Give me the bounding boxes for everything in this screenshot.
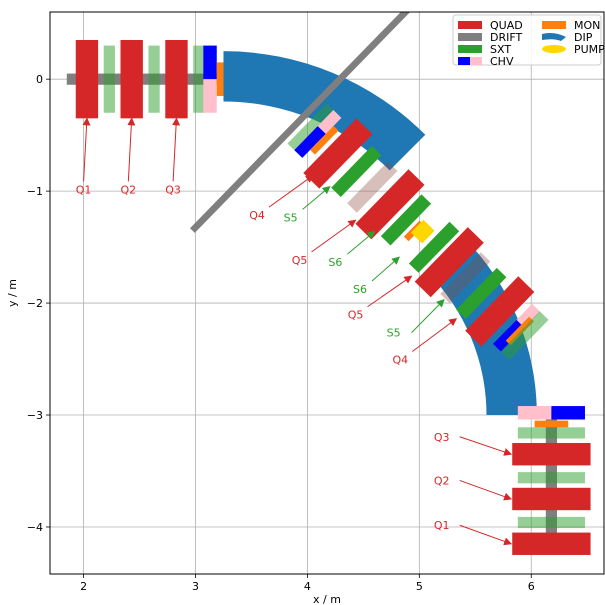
legend-label: CHV <box>490 55 514 68</box>
y-tick-label: −4 <box>27 521 43 534</box>
corrector <box>294 126 326 158</box>
annotation-label: S5 <box>387 327 401 340</box>
annotation-label: S6 <box>353 283 367 296</box>
legend-swatch <box>542 33 566 41</box>
legend-label: SXT <box>490 43 511 56</box>
sextupole <box>408 221 460 273</box>
annotation-label: Q4 <box>249 209 265 222</box>
axes-frame <box>49 11 605 575</box>
pump <box>410 219 435 244</box>
legend-label: DRIFT <box>490 31 522 44</box>
legend-swatch <box>542 45 566 53</box>
legend-label: DIP <box>574 31 593 44</box>
monitor <box>310 125 339 155</box>
annotation-arrow <box>127 117 136 182</box>
y-tick-label: 0 <box>36 73 43 86</box>
sextupole <box>148 45 160 113</box>
corrector <box>551 406 585 420</box>
sextupole <box>380 194 432 246</box>
annotation-arrow <box>268 174 314 208</box>
annotation-label: Q1 <box>434 519 450 532</box>
annotation-arrow <box>459 524 513 546</box>
x-tick-label: 4 <box>304 580 311 593</box>
annotation-arrow <box>311 219 357 253</box>
axis-ticks: 2 3 4 5 6 0 −1 −2 −3 −4 <box>27 73 535 593</box>
annotation-label: S6 <box>328 256 342 269</box>
annotation-label: Q5 <box>292 254 308 267</box>
x-tick-label: 6 <box>528 580 535 593</box>
corrector <box>203 79 217 113</box>
monitor <box>216 62 224 96</box>
quadrupole <box>512 532 591 555</box>
sextupole <box>347 161 398 213</box>
annotation-label: Q2 <box>121 183 137 196</box>
sextupole <box>103 45 115 113</box>
quadrupole <box>512 443 591 466</box>
corrector <box>493 319 525 352</box>
annotation-arrow <box>459 479 513 501</box>
annotation-arrow <box>411 299 445 334</box>
sextupole <box>287 103 336 153</box>
annotation-arrow <box>371 256 400 282</box>
legend-swatch <box>542 21 566 29</box>
x-tick-label: 5 <box>416 580 423 593</box>
sextupole <box>517 516 585 529</box>
annotation-label: Q3 <box>165 183 181 196</box>
quadrupole <box>165 39 188 119</box>
quadrupole <box>414 227 484 298</box>
legend-swatch <box>458 45 482 53</box>
annotation-arrow <box>459 436 513 456</box>
quadrupole <box>512 487 591 511</box>
sextupole <box>456 267 507 319</box>
annotation-label: Q4 <box>392 354 408 367</box>
annotation-arrow <box>412 318 458 352</box>
quadrupole <box>75 39 99 119</box>
monitor <box>505 316 534 346</box>
annotation-arrow <box>367 275 413 308</box>
drift <box>66 73 224 85</box>
x-tick-label: 3 <box>192 580 199 593</box>
y-tick-label: −3 <box>27 409 43 422</box>
annotation-arrow <box>172 117 181 182</box>
annotation-label: Q5 <box>348 309 364 322</box>
x-axis-label: x / m <box>313 593 341 605</box>
x-tick-label: 2 <box>80 580 87 593</box>
drift <box>190 12 411 233</box>
quadrupole <box>303 118 373 189</box>
annotation-label: S5 <box>284 211 298 224</box>
annotation-arrow <box>302 186 331 210</box>
sextupole <box>440 252 491 304</box>
corrector <box>203 45 217 80</box>
legend-swatch <box>458 33 482 41</box>
quadrupole <box>120 39 143 119</box>
legend-swatch <box>458 21 482 29</box>
y-axis-label: y / m <box>6 279 19 307</box>
corrector <box>517 406 552 420</box>
legend-label: PUMP <box>574 43 605 56</box>
quadrupole <box>465 276 535 347</box>
sextupole <box>517 472 585 484</box>
annotation-arrow <box>82 117 91 182</box>
quadrupole <box>355 169 425 240</box>
sextupole <box>193 45 205 113</box>
legend-swatch <box>458 57 470 65</box>
y-tick-label: −1 <box>27 185 43 198</box>
annotation-arrow <box>347 230 376 255</box>
sextupole <box>331 146 382 197</box>
sextupole <box>500 311 549 360</box>
legend-label: QUAD <box>490 19 523 32</box>
y-tick-label: −2 <box>27 297 43 310</box>
monitor <box>534 420 569 428</box>
annotation-label: Q1 <box>76 183 92 196</box>
legend-label: MON <box>574 19 600 32</box>
annotation-label: Q3 <box>434 431 450 444</box>
sextupole <box>517 427 585 439</box>
legend-swatch <box>470 57 482 65</box>
plot-area <box>66 12 591 555</box>
annotation-label: Q2 <box>434 474 450 487</box>
annotations: Q1 Q2 Q3 Q4 S5 Q5 S6 S6 Q5 S5 Q4 Q3 Q2 Q1 <box>76 117 513 546</box>
